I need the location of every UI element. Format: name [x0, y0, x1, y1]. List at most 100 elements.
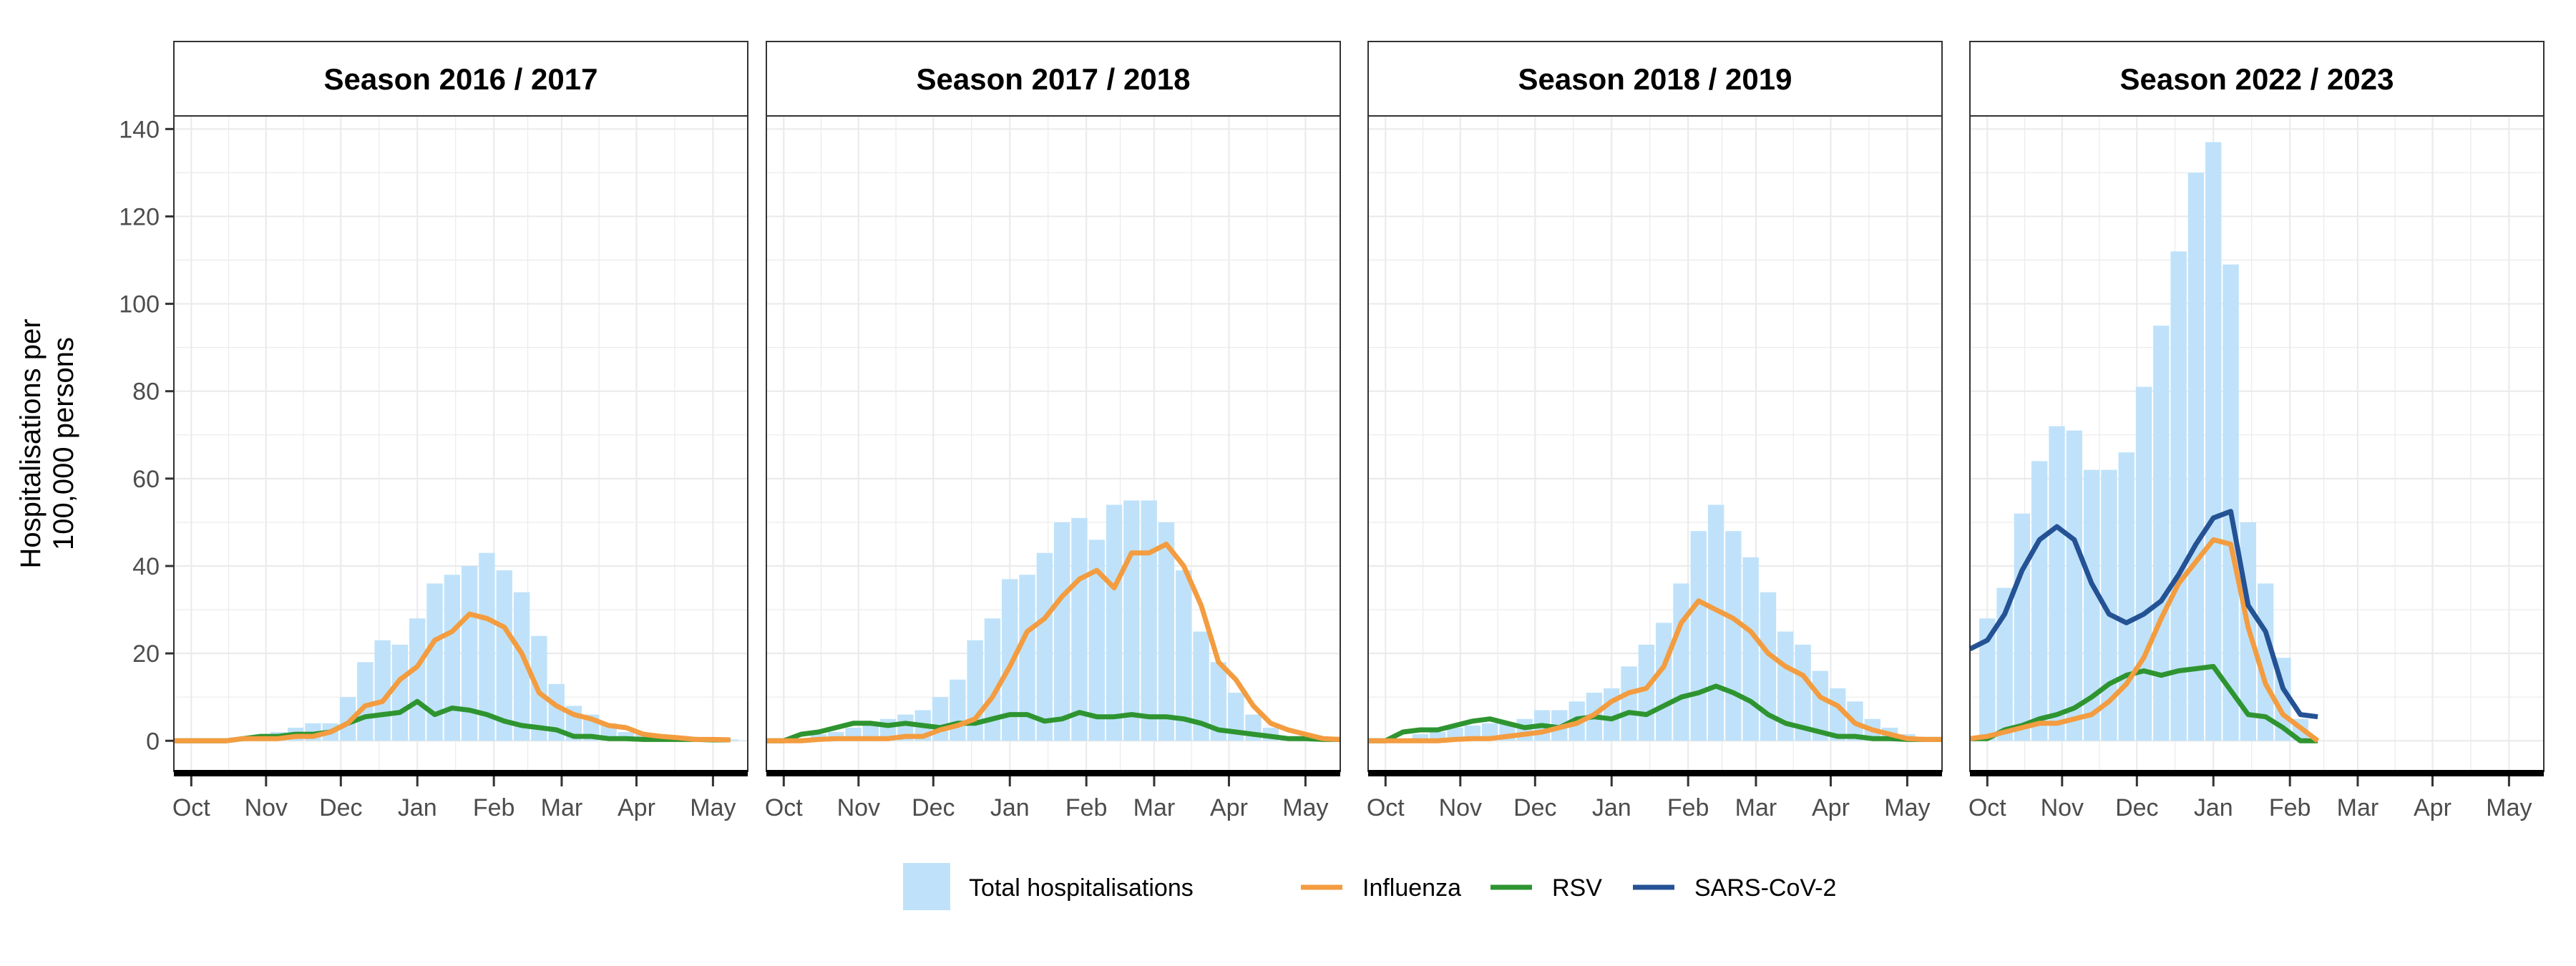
bar	[339, 697, 356, 741]
bar	[2083, 469, 2100, 741]
x-axis-line	[1970, 770, 2544, 776]
bar	[444, 575, 461, 741]
panel-1: Season 2016 / 2017 Oct Nov Dec Jan Feb Mar Apr M…	[119, 41, 748, 821]
bar	[1412, 734, 1429, 741]
bar	[1106, 504, 1123, 741]
x-tick-label: Jan	[398, 794, 437, 821]
bar	[1690, 531, 1707, 741]
y-axis-title-line: Hospitalisations per	[15, 318, 47, 568]
legend-label-sars-cov-2: SARS-CoV-2	[1694, 874, 1836, 902]
x-tick-label: Dec	[319, 794, 362, 821]
bar	[2031, 461, 2048, 741]
bar	[1777, 631, 1794, 741]
bar	[2153, 326, 2170, 741]
y-tick-label: 80	[132, 379, 160, 406]
x-tick-label: May	[690, 794, 736, 821]
panel-border	[173, 115, 748, 772]
bar	[1725, 531, 1742, 741]
rsv-line	[766, 710, 1340, 743]
bar	[2101, 469, 2117, 741]
bar	[2014, 513, 2031, 741]
x-tick-label: Nov	[1439, 794, 1482, 821]
x-tick-label: Jan	[1592, 794, 1631, 821]
x-tick-label: Feb	[2269, 794, 2311, 821]
bar	[1088, 540, 1105, 741]
x-tick-label: Apr	[1210, 794, 1248, 821]
legend-label-total: Total hospitalisations	[969, 874, 1194, 902]
x-tick-label: Feb	[1667, 794, 1709, 821]
bar	[461, 565, 478, 741]
x-tick-label: Mar	[1735, 794, 1777, 821]
bar	[1707, 504, 1724, 741]
y-axis-title: Hospitalisations per100,000 persons	[15, 318, 79, 568]
bar	[950, 679, 966, 741]
panel-border	[1367, 115, 1943, 772]
x-tick-label: Feb	[1065, 794, 1108, 821]
bar	[2118, 452, 2135, 741]
x-tick-label: May	[2486, 794, 2532, 821]
y-tick-label: 100	[119, 291, 160, 318]
x-tick-label: Dec	[912, 794, 955, 821]
y-tick-label: 60	[132, 466, 160, 493]
x-tick-label: Oct	[1968, 794, 2006, 821]
bar	[1979, 618, 1996, 741]
bar	[2066, 430, 2082, 741]
bar	[2049, 426, 2065, 741]
bar	[409, 618, 426, 741]
y-axis-title-line: 100,000 persons	[48, 337, 79, 550]
x-tick-label: Oct	[1367, 794, 1405, 821]
bar	[496, 570, 512, 741]
bar	[1210, 662, 1227, 741]
y-tick-label: 120	[119, 203, 160, 230]
bar	[1673, 583, 1689, 741]
x-axis-line	[766, 770, 1340, 776]
bar	[1053, 522, 1070, 741]
x-tick-label: Oct	[172, 794, 210, 821]
bar	[357, 662, 374, 741]
bar	[1036, 552, 1053, 741]
bar	[426, 583, 443, 741]
panel-title: Season 2022 / 2023	[2120, 62, 2394, 96]
legend-label-influenza: Influenza	[1362, 874, 1461, 902]
y-tick-label: 140	[119, 116, 160, 143]
x-tick-label: Feb	[473, 794, 515, 821]
bar	[1228, 693, 1244, 741]
x-tick-label: Jan	[2194, 794, 2233, 821]
bar	[513, 592, 530, 741]
x-tick-label: Oct	[765, 794, 803, 821]
y-tick-label: 40	[132, 553, 160, 580]
panel-border	[766, 115, 1341, 772]
y-tick-label: 20	[132, 640, 160, 668]
bar	[1638, 644, 1655, 741]
x-tick-label: Nov	[245, 794, 288, 821]
x-tick-label: May	[1884, 794, 1930, 821]
bar	[984, 618, 1001, 741]
bar	[1123, 500, 1140, 741]
influenza-line	[1969, 537, 2320, 743]
bar	[391, 644, 409, 741]
sars-cov-2-line	[1968, 509, 2318, 720]
legend-key-total	[903, 863, 950, 910]
influenza-line	[1368, 598, 1942, 743]
x-tick-label: Apr	[618, 794, 655, 821]
bar	[1158, 522, 1175, 741]
bar	[1019, 575, 1035, 741]
x-tick-label: Mar	[2337, 794, 2379, 821]
x-tick-label: May	[1282, 794, 1328, 821]
x-tick-label: Jan	[990, 794, 1030, 821]
x-axis-line	[1368, 770, 1942, 776]
bar	[2223, 264, 2239, 741]
bar	[1621, 666, 1637, 741]
legend-label-rsv: RSV	[1552, 874, 1602, 902]
x-tick-label: Mar	[1133, 794, 1176, 821]
bar	[1655, 623, 1672, 741]
x-tick-label: Nov	[2041, 794, 2084, 821]
influenza-line	[174, 611, 731, 743]
panel-4: Season 2022 / 2023 Oct Nov Dec Jan Feb Mar Apr M…	[1968, 41, 2545, 821]
x-tick-label: Dec	[1513, 794, 1556, 821]
x-tick-label: Dec	[2115, 794, 2158, 821]
bar	[2170, 251, 2187, 741]
bar	[1141, 500, 1157, 741]
panel-title: Season 2018 / 2019	[1518, 62, 1792, 96]
